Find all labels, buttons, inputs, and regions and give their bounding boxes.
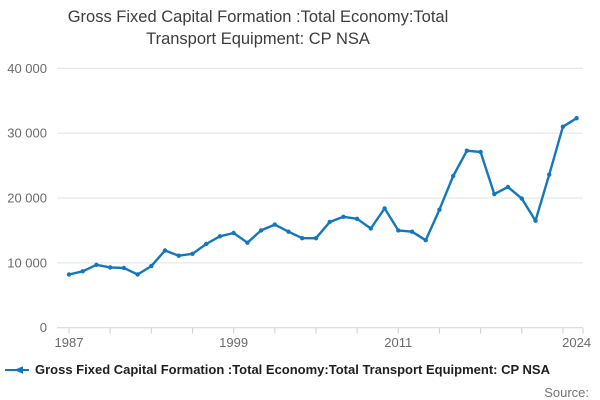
data-point bbox=[396, 228, 401, 233]
data-point bbox=[574, 116, 579, 121]
data-point bbox=[94, 262, 99, 267]
legend-label: Gross Fixed Capital Formation :Total Eco… bbox=[35, 362, 550, 377]
legend-line-marker-icon bbox=[5, 365, 29, 374]
data-point bbox=[464, 148, 470, 153]
data-point bbox=[149, 263, 154, 269]
data-point bbox=[204, 241, 209, 247]
data-point bbox=[409, 229, 415, 234]
data-point bbox=[121, 265, 127, 271]
x-axis-tick-label: 1999 bbox=[219, 335, 248, 350]
data-line bbox=[67, 117, 578, 276]
data-point bbox=[135, 272, 140, 277]
y-axis-tick-label: 30 000 bbox=[7, 126, 47, 141]
data-point bbox=[341, 214, 346, 219]
data-point bbox=[519, 196, 524, 201]
data-point bbox=[382, 206, 387, 211]
x-axis-tick-label: 1987 bbox=[55, 335, 84, 350]
legend-item: Gross Fixed Capital Formation :Total Eco… bbox=[5, 362, 550, 377]
data-point bbox=[368, 226, 373, 231]
data-point bbox=[190, 251, 195, 256]
data-point bbox=[423, 238, 428, 243]
data-point bbox=[451, 173, 456, 179]
data-point bbox=[478, 149, 483, 155]
data-point bbox=[66, 272, 72, 277]
y-axis-tick-label: 40 000 bbox=[7, 61, 47, 76]
legend-marker-arrow bbox=[14, 365, 23, 374]
data-point bbox=[327, 219, 332, 225]
data-point bbox=[286, 229, 291, 234]
data-point bbox=[162, 248, 168, 253]
data-point bbox=[231, 230, 236, 236]
data-point bbox=[80, 269, 85, 274]
data-point bbox=[272, 222, 277, 227]
data-point bbox=[354, 216, 360, 221]
data-point bbox=[108, 265, 113, 270]
data-point bbox=[560, 124, 566, 129]
data-point bbox=[492, 191, 497, 197]
data-point bbox=[313, 236, 319, 241]
chart-title: Gross Fixed Capital Formation :Total Eco… bbox=[67, 8, 449, 49]
data-point bbox=[547, 172, 552, 177]
x-axis-tick-label: 2024 bbox=[562, 335, 591, 350]
data-point bbox=[300, 236, 305, 241]
data-point bbox=[245, 240, 250, 245]
data-point bbox=[437, 207, 442, 212]
data-point bbox=[176, 253, 181, 258]
data-point bbox=[533, 218, 538, 223]
data-point bbox=[258, 228, 264, 233]
x-axis-tick-label: 2011 bbox=[384, 335, 412, 350]
source-label: Source: bbox=[544, 385, 589, 400]
y-axis-tick-label: 20 000 bbox=[7, 191, 47, 206]
data-point bbox=[217, 234, 223, 239]
data-point bbox=[505, 184, 511, 190]
y-axis-tick-label: 0 bbox=[40, 320, 47, 335]
y-axis-tick-label: 10 000 bbox=[7, 255, 47, 270]
